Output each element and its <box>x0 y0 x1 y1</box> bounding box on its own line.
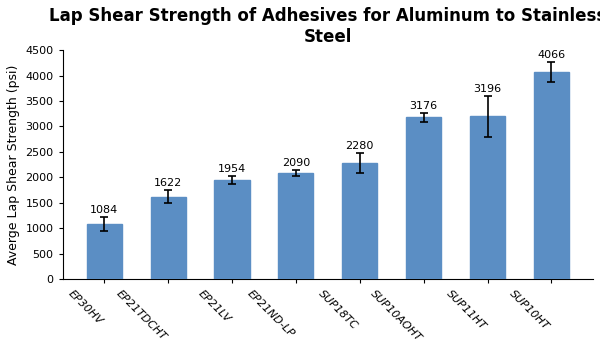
Text: 2280: 2280 <box>346 141 374 151</box>
Bar <box>87 224 122 279</box>
Bar <box>406 118 441 279</box>
Text: 1622: 1622 <box>154 178 182 188</box>
Text: 4066: 4066 <box>538 50 565 60</box>
Bar <box>470 117 505 279</box>
Title: Lap Shear Strength of Adhesives for Aluminum to Stainless
Steel: Lap Shear Strength of Adhesives for Alum… <box>49 7 600 46</box>
Bar <box>278 173 313 279</box>
Text: 1084: 1084 <box>90 205 118 215</box>
Text: 2090: 2090 <box>282 158 310 168</box>
Text: 3176: 3176 <box>410 102 438 111</box>
Text: 3196: 3196 <box>473 84 502 94</box>
Text: 1954: 1954 <box>218 163 246 174</box>
Bar <box>214 180 250 279</box>
Bar <box>342 163 377 279</box>
Bar <box>151 196 186 279</box>
Y-axis label: Averge Lap Shear Strength (psi): Averge Lap Shear Strength (psi) <box>7 64 20 265</box>
Bar <box>534 72 569 279</box>
